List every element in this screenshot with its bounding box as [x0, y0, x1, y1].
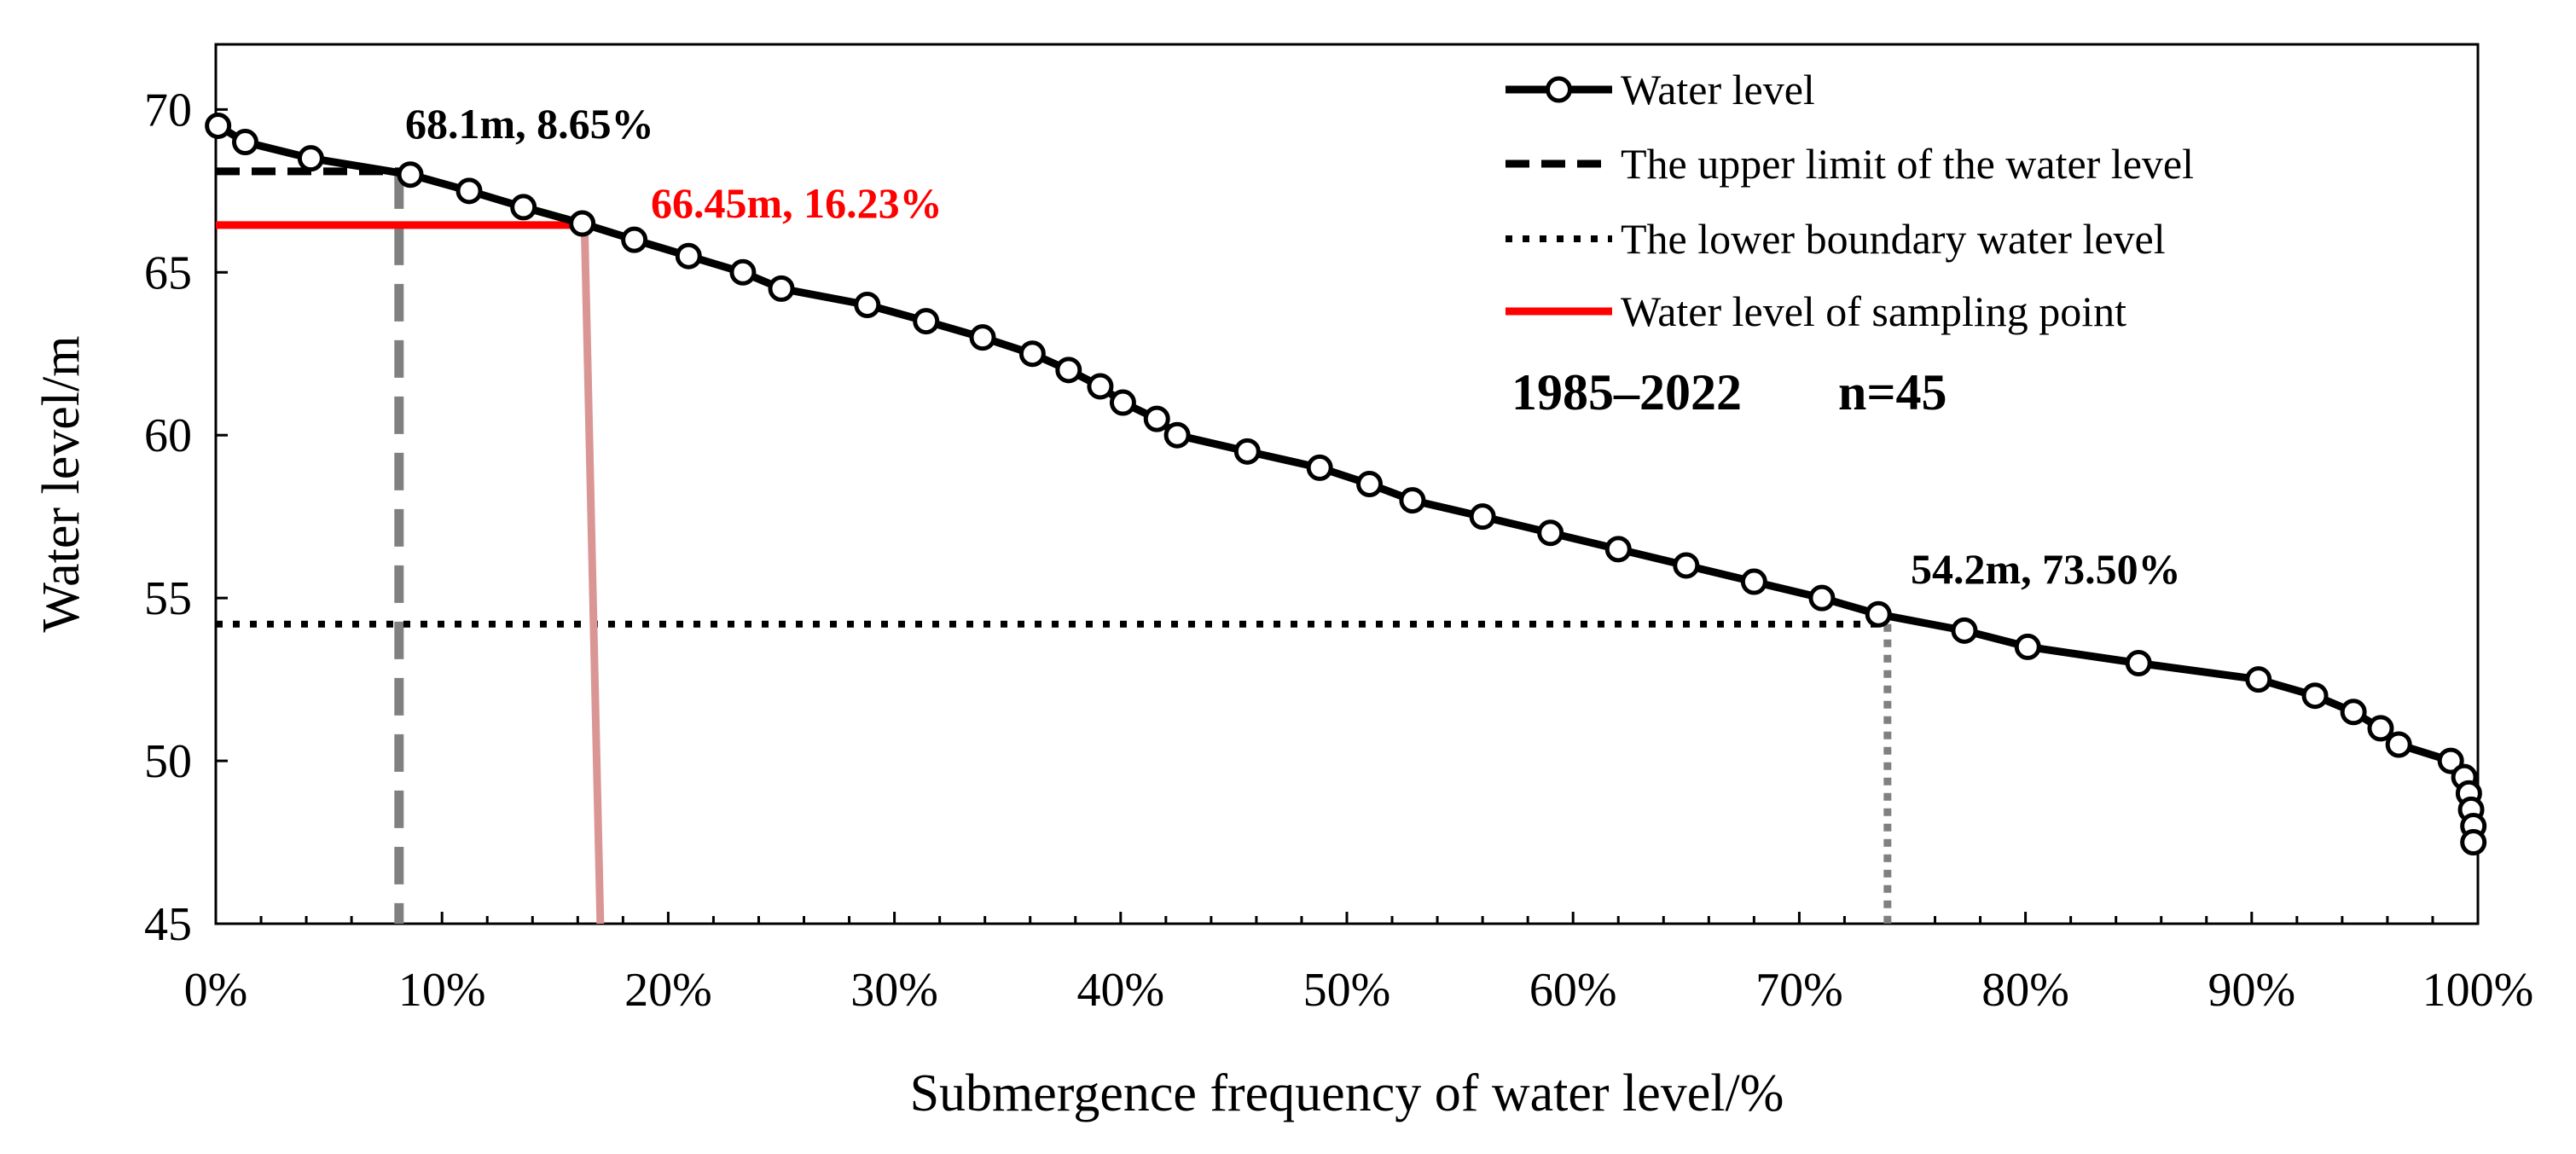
legend-label: The lower boundary water level — [1621, 215, 2166, 263]
sample-count-label: n=45 — [1838, 364, 1947, 420]
water-level-point — [1356, 471, 1384, 497]
water-level-point — [1673, 552, 1700, 579]
x-tick-label: 0% — [184, 964, 248, 1017]
y-tick-label: 70 — [144, 84, 192, 136]
water-level-point — [510, 194, 537, 221]
annotation-sampling-point: 66.45m, 16.23% — [651, 179, 943, 227]
x-tick-label: 60% — [1529, 964, 1617, 1017]
water-level-point — [2014, 633, 2041, 660]
water-level-point — [2460, 829, 2487, 856]
x-tick-label: 40% — [1076, 964, 1164, 1017]
water-level-point — [569, 210, 596, 237]
water-level-point — [1604, 536, 1632, 563]
water-level-point — [455, 177, 483, 205]
annotation-lower-boundary: 54.2m, 73.50% — [1911, 545, 2181, 593]
water-level-point — [1740, 568, 1767, 595]
water-level-point — [913, 308, 940, 335]
annotation-upper-limit: 68.1m, 8.65% — [405, 100, 654, 148]
sampling-point-drop-line — [580, 224, 605, 925]
water-level-point — [854, 291, 881, 318]
x-tick-label: 30% — [850, 964, 938, 1017]
water-level-point — [1087, 373, 1114, 400]
water-level-point — [675, 242, 702, 270]
water-level-point — [2245, 666, 2272, 693]
x-axis-title: Submergence frequency of water level/% — [910, 1064, 1784, 1122]
water-level-point — [1055, 357, 1082, 384]
water-level-point — [397, 161, 424, 188]
x-tick-label: 50% — [1303, 964, 1391, 1017]
y-tick-label: 50 — [144, 735, 192, 788]
water-level-point — [1808, 584, 1836, 612]
y-tick-label: 55 — [144, 572, 192, 625]
x-tick-label: 20% — [624, 964, 712, 1017]
x-tick-label: 70% — [1755, 964, 1843, 1017]
legend-label: Water level of sampling point — [1621, 287, 2126, 335]
water-level-point — [1109, 389, 1136, 416]
y-tick-label: 60 — [144, 409, 192, 462]
x-tick-label: 100% — [2422, 964, 2534, 1017]
water-level-point — [297, 145, 324, 172]
water-level-point — [1951, 617, 1978, 644]
water-level-point — [729, 258, 757, 286]
y-tick-label: 45 — [144, 898, 192, 951]
water-level-point — [2385, 731, 2412, 758]
water-level-point — [231, 129, 258, 156]
water-level-point — [969, 324, 996, 351]
y-axis-title: Water level/m — [32, 336, 90, 633]
water-level-point — [205, 112, 232, 139]
legend-marker-water-level — [1546, 76, 1572, 103]
period-label: 1985–2022 — [1511, 364, 1742, 420]
y-tick-label: 65 — [144, 246, 192, 299]
water-level-point — [2367, 715, 2394, 742]
water-level-point — [1233, 438, 1261, 465]
legend-label: Water level — [1621, 66, 1815, 113]
water-level-point — [2340, 699, 2367, 726]
water-level-point — [1163, 421, 1191, 449]
water-level-point — [2437, 747, 2464, 774]
water-level-point — [1306, 454, 1333, 481]
water-level-point — [1143, 405, 1170, 432]
water-level-point — [768, 275, 795, 302]
water-level-point — [2125, 650, 2152, 677]
water-level-point — [1865, 600, 1892, 628]
water-level-point — [1399, 487, 1426, 514]
water-level-point — [2301, 682, 2329, 710]
water-level-point — [1537, 519, 1564, 547]
water-level-point — [621, 226, 648, 253]
x-tick-label: 80% — [1981, 964, 2069, 1017]
water-level-point — [1018, 340, 1046, 368]
water-level-point — [1469, 503, 1496, 531]
x-tick-label: 10% — [398, 964, 486, 1017]
legend-label: The upper limit of the water level — [1621, 140, 2194, 188]
x-tick-label: 90% — [2208, 964, 2295, 1017]
